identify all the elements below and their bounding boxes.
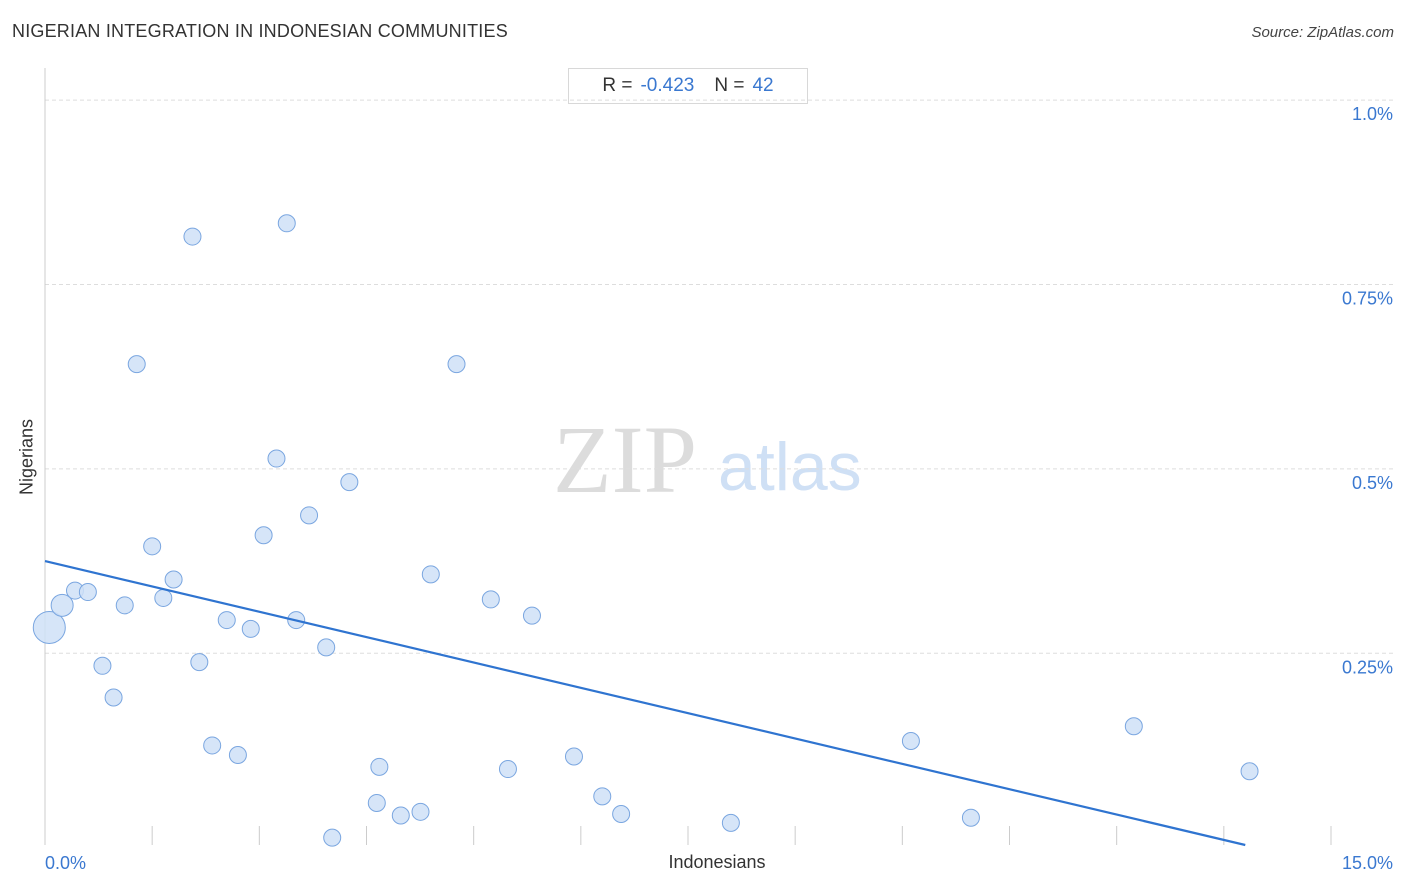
n-value: 42: [752, 75, 774, 96]
data-point-21: [300, 506, 319, 525]
data-points: [32, 214, 1259, 847]
axes: [44, 68, 1332, 845]
data-point-23: [323, 828, 342, 847]
grid-lines: [45, 99, 1395, 654]
data-point-22: [317, 638, 336, 657]
y-tick-label-3: 1.0%: [1352, 104, 1393, 124]
data-point-32: [498, 760, 517, 779]
y-tick-label-2: 0.75%: [1342, 289, 1393, 309]
data-point-1: [50, 593, 74, 617]
data-point-12: [190, 653, 209, 672]
data-point-16: [241, 619, 260, 638]
data-point-34: [564, 747, 583, 766]
data-point-28: [411, 802, 430, 821]
n-label: N =: [714, 75, 745, 96]
data-point-3: [78, 583, 97, 602]
data-point-17: [254, 526, 273, 545]
data-point-15: [228, 746, 247, 765]
data-point-36: [612, 805, 631, 824]
y-tick-label-0: 0.25%: [1342, 657, 1393, 677]
data-point-18: [267, 449, 286, 468]
data-point-13: [203, 736, 222, 755]
data-point-39: [961, 808, 980, 827]
r-value: -0.423: [640, 75, 695, 96]
data-point-27: [391, 806, 410, 825]
tick-labels: 0.25% 0.5% 0.75% 1.0% 0.0% 15.0%: [45, 104, 1393, 873]
data-point-41: [1240, 762, 1259, 781]
data-point-5: [104, 688, 123, 707]
y-tick-label-1: 0.5%: [1352, 473, 1393, 493]
watermark-atlas: atlas: [718, 429, 862, 505]
data-point-24: [340, 473, 359, 492]
data-point-10: [164, 570, 183, 589]
regression-line: [44, 559, 1246, 847]
data-point-14: [217, 611, 236, 630]
data-point-0: [32, 610, 66, 644]
watermark-zip: ZIP: [553, 406, 697, 513]
data-point-6: [115, 596, 134, 615]
data-point-9: [154, 588, 173, 607]
data-point-37: [721, 813, 740, 832]
data-point-40: [1124, 717, 1143, 736]
data-point-30: [447, 355, 466, 374]
trend-line: [44, 559, 1246, 847]
data-point-38: [901, 732, 920, 751]
source-credit: Source: ZipAtlas.com: [1251, 24, 1394, 41]
x-axis-label: Indonesians: [668, 852, 766, 872]
r-label: R =: [602, 75, 633, 96]
data-point-35: [593, 787, 612, 806]
data-point-26: [370, 757, 389, 776]
data-point-8: [143, 537, 162, 556]
data-point-29: [421, 565, 440, 584]
data-point-7: [127, 355, 146, 374]
stats-box: R = -0.423 N = 42: [568, 68, 808, 104]
x-tick-label-0: 0.0%: [45, 853, 86, 873]
data-point-19: [277, 214, 296, 233]
data-point-25: [367, 793, 386, 812]
data-point-11: [183, 227, 202, 246]
data-point-31: [481, 590, 500, 609]
x-tick-label-1: 15.0%: [1342, 853, 1393, 873]
data-point-33: [522, 606, 541, 625]
data-point-4: [93, 656, 112, 675]
chart-title: NIGERIAN INTEGRATION IN INDONESIAN COMMU…: [12, 21, 508, 41]
